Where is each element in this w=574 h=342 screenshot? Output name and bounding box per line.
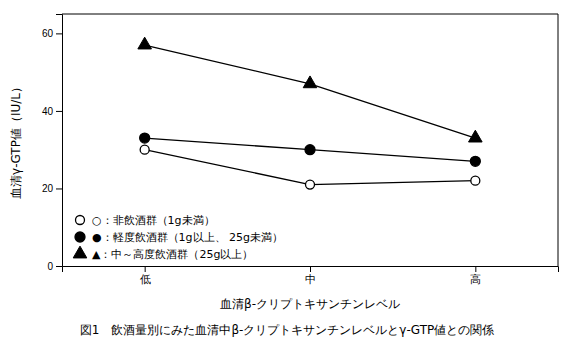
frame-top <box>62 14 558 15</box>
y-tick-mark <box>56 33 62 34</box>
y-axis: 0 20 40 60 <box>42 15 63 272</box>
legend-item: ○：非飲酒群（1g未満） <box>76 214 215 227</box>
plot-area: 0 20 40 60 低 中 高 ○：非飲酒群（1g未満） ●：軽度飲酒群（1g以上、 25g未… <box>42 14 559 285</box>
x-axis-title: 血清β-クリプトキサンチンレベル <box>220 297 400 311</box>
y-axis-line <box>56 15 63 267</box>
legend-item: ●：軽度飲酒群（1g以上、 25g未満） <box>75 231 283 244</box>
y-tick-label: 0 <box>47 261 53 272</box>
legend-label: ▲：中～高度飲酒群（25g以上） <box>92 248 253 261</box>
data-point <box>140 145 149 154</box>
title: 図1 飲酒量別にみた血清中β-クリプトキサンチンレベルとγ-GTP値との関係 <box>80 323 495 337</box>
data-point <box>469 130 483 142</box>
legend-label: ○：非飲酒群（1g未満） <box>92 214 215 227</box>
data-point <box>140 133 150 143</box>
chart: 0 20 40 60 低 中 高 ○：非飲酒群（1g未満） ●：軽度飲酒群（1g以上、 25g未… <box>0 0 574 342</box>
y-tick-label: 40 <box>42 106 54 117</box>
y-tick: 40 <box>42 106 62 117</box>
y-axis-title: 血清γ-GTP値（IU/L） <box>9 81 23 199</box>
frame-right <box>558 14 559 266</box>
y-tick-mark <box>56 111 62 112</box>
x-tick-label: 高 <box>470 273 481 285</box>
data-marks <box>138 37 482 189</box>
series-line <box>145 138 476 161</box>
x-tick: 中 <box>305 266 316 285</box>
x-tick-label: 中 <box>305 273 316 285</box>
x-tick: 高 <box>470 266 481 285</box>
legend-symbol <box>73 246 87 258</box>
x-tick: 低 <box>140 266 151 285</box>
legend-symbol <box>76 216 85 225</box>
x-tick-label: 低 <box>140 273 151 285</box>
legend-label: ●：軽度飲酒群（1g以上、 25g未満） <box>92 231 283 244</box>
y-tick-label: 20 <box>42 183 54 194</box>
y-tick: 20 <box>42 183 62 194</box>
legend: ○：非飲酒群（1g未満） ●：軽度飲酒群（1g以上、 25g未満） ▲：中～高度飲酒… <box>73 214 283 261</box>
data-point <box>471 176 480 185</box>
x-tick-mark <box>475 266 476 272</box>
x-tick-mark <box>145 266 146 272</box>
y-tick: 60 <box>42 28 62 39</box>
x-axis-line <box>63 267 559 273</box>
legend-symbol <box>75 232 85 242</box>
data-point <box>138 37 152 49</box>
data-point <box>470 156 480 166</box>
series-line <box>145 45 476 138</box>
x-axis: 低中高 <box>63 266 559 285</box>
y-tick-mark <box>56 266 62 267</box>
data-point <box>305 145 315 155</box>
y-tick-mark <box>56 188 62 189</box>
y-tick-label: 60 <box>42 28 54 39</box>
data-point <box>306 180 315 189</box>
y-tick: 0 <box>47 261 62 272</box>
data-point <box>303 76 317 88</box>
legend-item: ▲：中～高度飲酒群（25g以上） <box>73 246 253 261</box>
x-tick-mark <box>310 266 311 272</box>
